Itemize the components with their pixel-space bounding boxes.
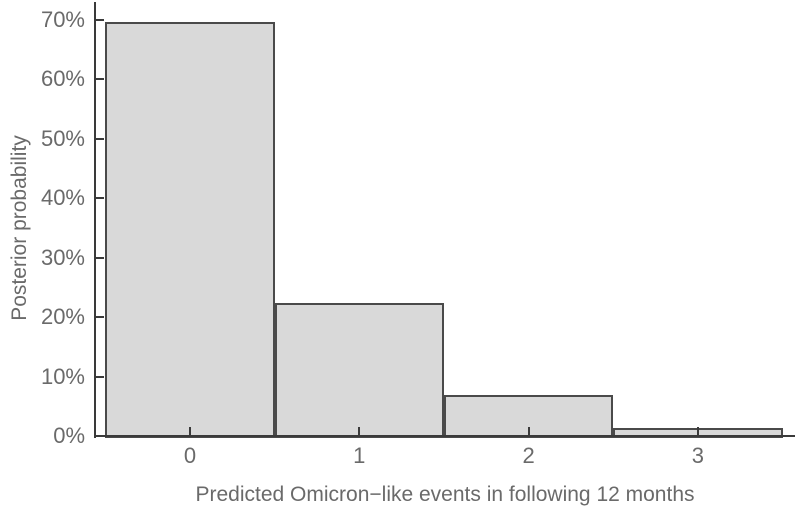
y-axis-line [94, 2, 96, 438]
y-tick-30% [96, 256, 104, 259]
y-tick-label-50%: 50% [40, 125, 85, 151]
x-tick-label-2: 2 [522, 443, 535, 468]
bar-0 [105, 22, 275, 438]
bar-1 [274, 302, 444, 438]
y-tick-20% [96, 316, 104, 319]
x-tick-label-3: 3 [691, 443, 705, 468]
x-tick-3 [696, 427, 699, 435]
x-tick-2 [527, 427, 530, 435]
y-tick-label-0%: 0% [53, 423, 85, 448]
y-tick-0% [96, 435, 104, 437]
x-tick-label-0: 0 [183, 443, 197, 468]
y-tick-10% [96, 375, 104, 378]
y-tick-60% [96, 78, 104, 81]
y-tick-label-20%: 20% [40, 304, 85, 330]
x-axis-line [94, 435, 795, 437]
y-tick-50% [96, 137, 104, 140]
y-tick-40% [96, 197, 104, 200]
y-tick-70% [96, 19, 104, 21]
x-tick-1 [358, 427, 361, 435]
y-tick-label-70%: 70% [40, 7, 85, 32]
x-tick-0 [189, 427, 191, 435]
x-tick-label-1: 1 [353, 443, 366, 468]
y-tick-label-60%: 60% [40, 66, 85, 92]
y-tick-label-10%: 10% [40, 363, 85, 389]
y-tick-label-30%: 30% [40, 244, 85, 270]
y-axis-title: Posterior probability [8, 135, 31, 321]
y-tick-label-40%: 40% [40, 185, 85, 211]
x-axis-title: Predicted Omicron−like events in followi… [195, 483, 695, 506]
